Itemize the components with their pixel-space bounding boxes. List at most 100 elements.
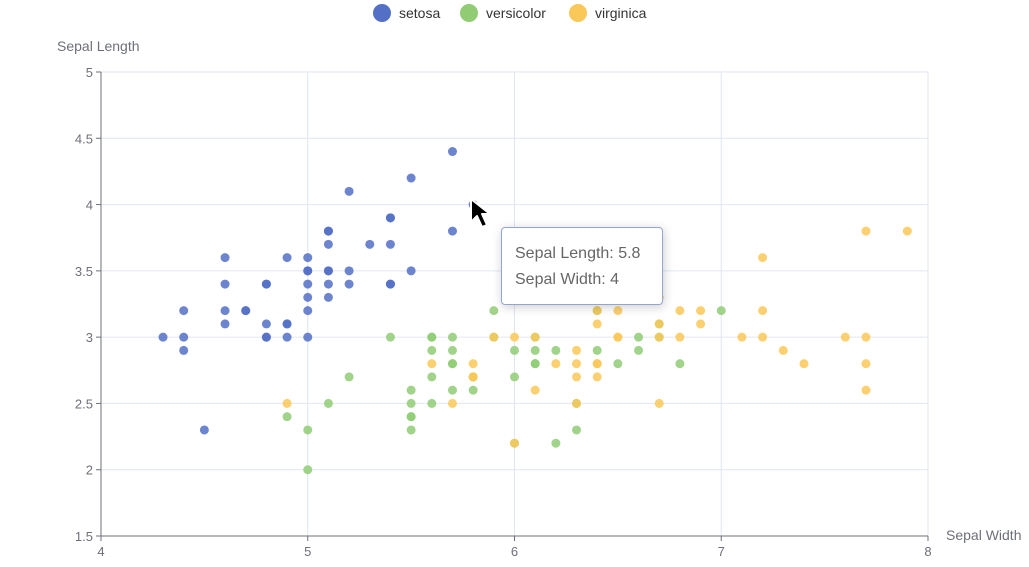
data-point-setosa — [179, 346, 188, 355]
data-point-setosa — [303, 280, 312, 289]
tooltip-line-1: Sepal Length: 5.8 — [515, 241, 662, 267]
mouse-pointer-icon — [469, 197, 503, 235]
data-point-virginica — [283, 399, 292, 408]
data-point-versicolor — [489, 306, 498, 315]
y-tick-label: 3 — [86, 330, 93, 345]
data-points[interactable] — [159, 147, 912, 474]
data-point-versicolor — [531, 346, 540, 355]
data-point-virginica — [861, 359, 870, 368]
legend[interactable]: setosa versicolor virginica — [373, 4, 647, 22]
x-axis-title: Sepal Width — [946, 527, 1021, 543]
data-point-setosa — [345, 280, 354, 289]
data-point-virginica — [758, 253, 767, 262]
data-point-virginica — [510, 333, 519, 342]
data-point-setosa — [324, 266, 333, 275]
legend-label-virginica: virginica — [595, 5, 647, 21]
x-tick-label: 4 — [97, 544, 104, 559]
data-point-versicolor — [303, 465, 312, 474]
data-point-virginica — [861, 227, 870, 236]
data-point-virginica — [551, 359, 560, 368]
data-point-versicolor — [448, 346, 457, 355]
data-point-virginica — [696, 319, 705, 328]
data-point-virginica — [510, 439, 519, 448]
data-point-setosa — [221, 319, 230, 328]
data-point-versicolor — [551, 346, 560, 355]
data-point-setosa — [345, 266, 354, 275]
data-point-versicolor — [551, 439, 560, 448]
data-point-virginica — [903, 227, 912, 236]
data-point-versicolor — [717, 306, 726, 315]
data-point-virginica — [779, 346, 788, 355]
data-point-virginica — [758, 333, 767, 342]
data-point-versicolor — [407, 386, 416, 395]
data-point-virginica — [593, 359, 602, 368]
data-point-setosa — [303, 266, 312, 275]
data-point-virginica — [593, 319, 602, 328]
legend-label-setosa: setosa — [399, 5, 440, 21]
y-tick-label: 1.5 — [75, 529, 93, 544]
data-point-virginica — [655, 399, 664, 408]
data-point-versicolor — [407, 425, 416, 434]
data-point-virginica — [531, 386, 540, 395]
data-point-virginica — [469, 372, 478, 381]
data-point-setosa — [241, 306, 250, 315]
data-point-setosa — [303, 333, 312, 342]
data-point-setosa — [407, 266, 416, 275]
data-point-versicolor — [469, 386, 478, 395]
data-point-versicolor — [324, 399, 333, 408]
data-point-virginica — [593, 372, 602, 381]
x-tick-label: 8 — [924, 544, 931, 559]
data-point-virginica — [572, 399, 581, 408]
tooltip-line-2: Sepal Width: 4 — [515, 267, 662, 293]
data-point-versicolor — [510, 372, 519, 381]
data-point-virginica — [655, 333, 664, 342]
data-point-setosa — [159, 333, 168, 342]
data-point-versicolor — [345, 372, 354, 381]
data-point-versicolor — [303, 425, 312, 434]
data-point-setosa — [448, 227, 457, 236]
data-point-setosa — [324, 280, 333, 289]
data-point-virginica — [799, 359, 808, 368]
data-point-virginica — [489, 333, 498, 342]
data-point-versicolor — [407, 412, 416, 421]
data-point-setosa — [221, 253, 230, 262]
data-point-versicolor — [634, 333, 643, 342]
y-tick-label: 3.5 — [75, 264, 93, 279]
data-point-virginica — [572, 359, 581, 368]
data-point-versicolor — [510, 346, 519, 355]
x-tick-label: 6 — [511, 544, 518, 559]
data-point-versicolor — [448, 386, 457, 395]
data-point-versicolor — [427, 372, 436, 381]
data-point-setosa — [324, 293, 333, 302]
data-point-virginica — [613, 306, 622, 315]
y-tick-label: 4 — [86, 198, 93, 213]
data-point-virginica — [427, 359, 436, 368]
data-point-virginica — [593, 306, 602, 315]
data-point-setosa — [179, 306, 188, 315]
data-point-setosa — [179, 333, 188, 342]
data-point-versicolor — [427, 333, 436, 342]
data-point-versicolor — [407, 399, 416, 408]
data-point-setosa — [200, 425, 209, 434]
data-point-versicolor — [283, 412, 292, 421]
data-point-virginica — [861, 386, 870, 395]
legend-marker-setosa — [373, 4, 391, 22]
data-point-virginica — [448, 399, 457, 408]
y-tick-label: 2 — [86, 463, 93, 478]
data-point-setosa — [386, 280, 395, 289]
data-point-virginica — [758, 306, 767, 315]
data-point-versicolor — [448, 333, 457, 342]
data-point-setosa — [303, 293, 312, 302]
data-point-virginica — [675, 333, 684, 342]
data-point-virginica — [572, 346, 581, 355]
data-point-setosa — [345, 187, 354, 196]
y-tick-label: 5 — [86, 65, 93, 80]
data-point-setosa — [283, 253, 292, 262]
data-point-setosa — [262, 280, 271, 289]
data-point-virginica — [655, 319, 664, 328]
data-point-setosa — [221, 306, 230, 315]
data-point-virginica — [696, 306, 705, 315]
y-axis-title: Sepal Length — [57, 38, 140, 54]
data-point-versicolor — [427, 399, 436, 408]
data-point-setosa — [283, 319, 292, 328]
